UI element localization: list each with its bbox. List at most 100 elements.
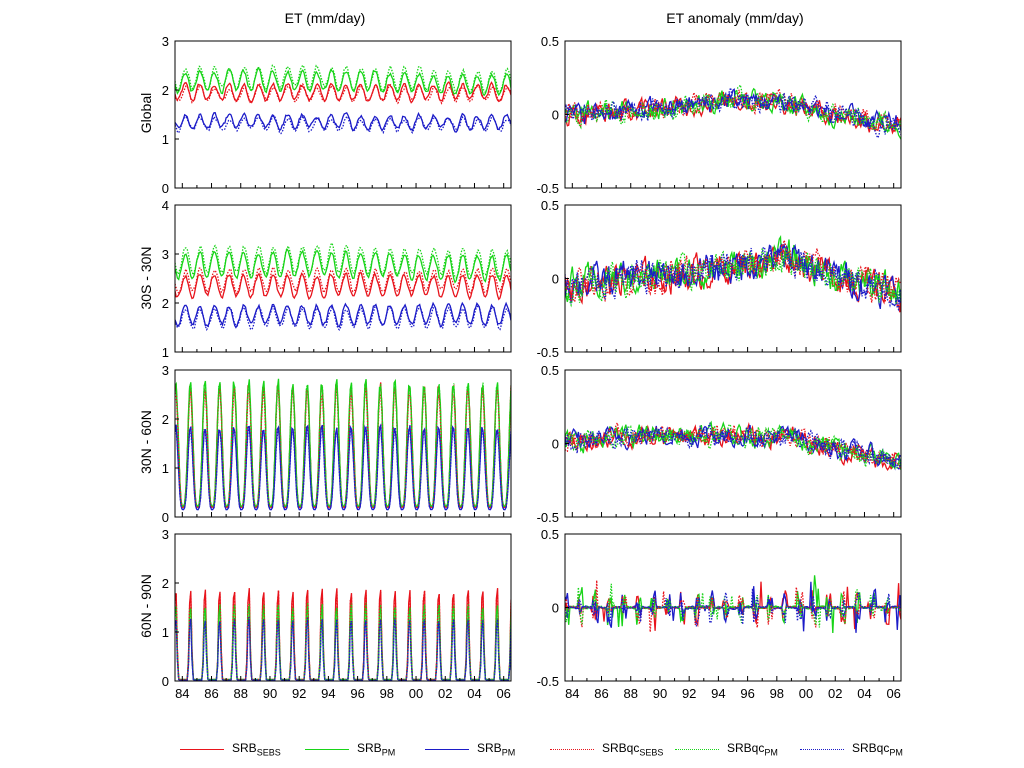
legend-swatch xyxy=(425,749,469,750)
x-tick-label: 86 xyxy=(594,686,608,701)
x-tick-label: 88 xyxy=(624,686,638,701)
x-tick-label: 84 xyxy=(565,686,579,701)
y-tick-label: 3 xyxy=(162,363,169,378)
series-line-6 xyxy=(175,114,511,135)
y-tick-label: 0 xyxy=(162,674,169,689)
series-line-4 xyxy=(565,86,901,132)
panel-et-midlat: 0 1 2 3 xyxy=(162,363,512,525)
panel-anom-tropics: -0.5 0 0.5 xyxy=(537,198,902,360)
panel-frame xyxy=(174,40,512,189)
y-tick-label: 2 xyxy=(162,576,169,591)
series-line-5 xyxy=(565,583,901,628)
y-tick-label: 2 xyxy=(162,296,169,311)
y-tick-label: 0.5 xyxy=(541,527,559,542)
legend-label: SRBqcSEBS xyxy=(602,741,664,758)
series-line-5 xyxy=(565,83,901,133)
legend-label: SRBPM xyxy=(477,741,516,758)
series-line-2 xyxy=(565,87,901,140)
series-line-6 xyxy=(565,87,901,140)
series-line-6 xyxy=(565,588,901,627)
series-line-5 xyxy=(175,603,511,681)
x-tick-label: 90 xyxy=(263,686,277,701)
y-tick-label: 0 xyxy=(552,108,559,123)
series-line-6 xyxy=(175,618,511,681)
legend: SRBSEBS SRBPM SRBPM SRBqcSEBS SRBqcPM SRBqcPM xyxy=(180,738,920,762)
legend-swatch xyxy=(550,749,594,750)
series-line-1 xyxy=(175,588,511,681)
x-tick-label: 84 xyxy=(175,686,189,701)
x-tick-label: 90 xyxy=(653,686,667,701)
y-tick-label: 0 xyxy=(162,181,169,196)
series-line-3 xyxy=(565,242,901,310)
series-line-1 xyxy=(175,80,511,104)
series-line-6 xyxy=(565,245,901,312)
x-tick-label: 88 xyxy=(234,686,248,701)
series-line-1 xyxy=(175,382,511,508)
panel-anom-highlat: -0.5 0 0.5 84 86 88 90 92 94 96 98 00 02 04 06 xyxy=(537,527,902,701)
y-tick-label: 0.5 xyxy=(541,34,559,49)
y-tick-label: 3 xyxy=(162,34,169,49)
y-tick-label: 3 xyxy=(162,247,169,262)
series-line-4 xyxy=(175,82,511,105)
x-tick-label: 92 xyxy=(682,686,696,701)
x-tick-label: 94 xyxy=(321,686,335,701)
panel-et-tropics: 1 2 3 4 xyxy=(162,198,512,360)
series-line-2 xyxy=(175,378,511,507)
legend-label: SRBSEBS xyxy=(232,741,281,758)
y-tick-label: 0 xyxy=(552,272,559,287)
series-line-4 xyxy=(175,387,511,508)
series-line-3 xyxy=(565,88,901,131)
panel-et-global: 0 1 2 3 xyxy=(162,34,512,196)
x-tick-label: 04 xyxy=(467,686,481,701)
y-tick-label: 3 xyxy=(162,527,169,542)
x-tick-label: 06 xyxy=(886,686,900,701)
series-line-2 xyxy=(175,602,511,681)
x-tick-label: 98 xyxy=(770,686,784,701)
series-line-4 xyxy=(565,237,901,304)
legend-label: SRBqcPM xyxy=(727,741,778,758)
series-line-6 xyxy=(565,422,901,473)
y-tick-label: 4 xyxy=(162,198,169,213)
series-line-4 xyxy=(175,266,511,296)
series-line-5 xyxy=(175,381,511,507)
series-line-2 xyxy=(175,67,511,97)
legend-swatch xyxy=(180,749,224,750)
y-tick-label: 0 xyxy=(552,601,559,616)
y-tick-label: 0.5 xyxy=(541,363,559,378)
x-tick-label: 96 xyxy=(350,686,364,701)
series-line-6 xyxy=(175,425,511,511)
series-line-4 xyxy=(175,590,511,681)
legend-label: SRBPM xyxy=(357,741,396,758)
y-tick-label: 1 xyxy=(162,625,169,640)
y-tick-label: 0 xyxy=(162,510,169,525)
x-tick-label: 00 xyxy=(799,686,813,701)
series-line-5 xyxy=(175,63,511,95)
y-tick-label: -0.5 xyxy=(537,674,559,689)
y-tick-label: 2 xyxy=(162,412,169,427)
legend-swatch xyxy=(675,749,719,750)
panel-frame xyxy=(174,533,512,682)
legend-label: SRBqcPM xyxy=(852,741,903,758)
x-tick-label: 06 xyxy=(496,686,510,701)
y-tick-label: -0.5 xyxy=(537,510,559,525)
series-line-6 xyxy=(175,304,511,332)
right-column-title: ET anomaly (mm/day) xyxy=(666,10,804,26)
x-tick-label: 94 xyxy=(711,686,725,701)
series-line-3 xyxy=(175,111,511,133)
panel-anom-global: -0.5 0 0.5 xyxy=(537,34,902,196)
x-tick-label: 98 xyxy=(380,686,394,701)
x-tick-label: 86 xyxy=(204,686,218,701)
panel-et-highlat: 0 1 2 3 84 86 88 90 92 94 96 98 00 02 04 06 xyxy=(162,527,512,701)
left-column-title: ET (mm/day) xyxy=(284,10,366,26)
panel-frame xyxy=(174,369,512,518)
series-line-2 xyxy=(565,575,901,634)
y-tick-label: 0 xyxy=(552,437,559,452)
series-line-2 xyxy=(175,247,511,284)
x-tick-label: 04 xyxy=(857,686,871,701)
series-line-3 xyxy=(175,616,511,681)
y-tick-label: 1 xyxy=(162,461,169,476)
legend-swatch xyxy=(305,749,349,750)
y-tick-label: 2 xyxy=(162,83,169,98)
